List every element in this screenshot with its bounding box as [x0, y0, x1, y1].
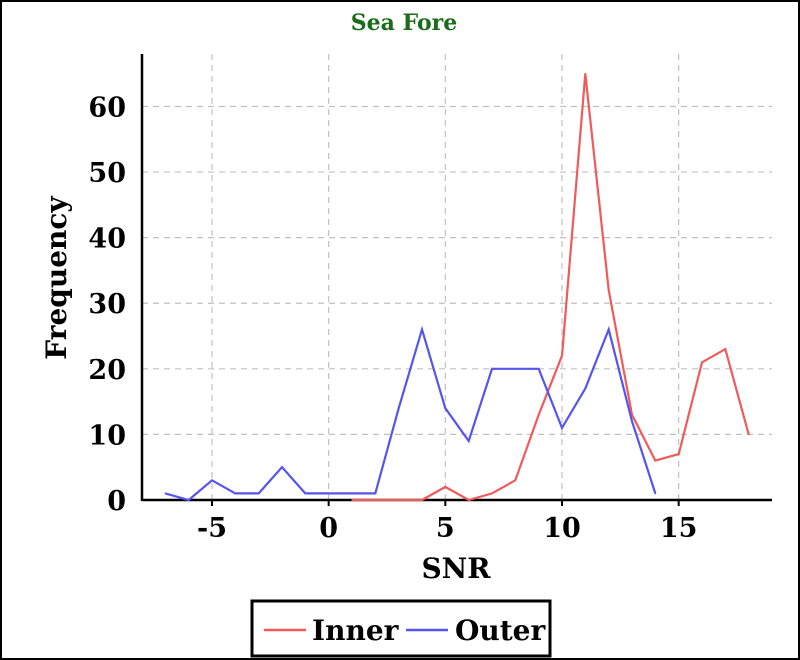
data-point-outer	[584, 387, 587, 390]
data-point-inner	[747, 433, 750, 436]
data-point-inner	[654, 459, 657, 462]
data-point-inner	[374, 499, 377, 501]
data-point-outer	[537, 368, 540, 370]
data-point-outer	[397, 407, 400, 409]
y-tick-label: 20	[88, 355, 126, 386]
data-point-outer	[234, 492, 237, 495]
chart-title: Sea Fore	[351, 10, 457, 36]
tick-labels: -5 0 5 10 15 0 10 20 30 40 50 60	[88, 92, 697, 544]
data-point-outer	[561, 427, 563, 429]
axes	[140, 54, 772, 506]
y-tick-label: 30	[88, 289, 126, 320]
legend-label-inner: Inner	[312, 614, 400, 647]
data-point-outer	[327, 492, 330, 495]
y-tick-label: 40	[88, 224, 126, 255]
data-point-outer	[444, 407, 447, 409]
data-point-outer	[281, 466, 283, 469]
data-point-inner	[584, 72, 587, 75]
grid-lines	[142, 54, 772, 500]
x-tick-label: 5	[436, 513, 455, 544]
data-point-inner	[701, 361, 703, 364]
series-line-outer	[165, 325, 657, 502]
data-point-inner	[537, 413, 540, 416]
legend-box	[250, 599, 552, 658]
y-tick-label: 10	[88, 420, 126, 451]
data-point-outer	[257, 492, 260, 495]
y-tick-label: 50	[88, 158, 126, 189]
data-point-outer	[654, 492, 657, 495]
x-axis-label: SNR	[421, 552, 491, 585]
data-point-outer	[491, 368, 493, 370]
data-point-inner	[724, 348, 727, 350]
data-point-inner	[514, 479, 517, 482]
data-point-outer	[304, 492, 307, 495]
data-point-outer	[351, 492, 353, 495]
data-point-outer	[211, 479, 213, 482]
data-point-inner	[491, 492, 493, 495]
data-point-outer	[164, 492, 167, 495]
data-point-inner	[677, 453, 680, 455]
data-point-outer	[187, 499, 190, 501]
series-lines	[164, 72, 750, 502]
data-point-inner	[397, 499, 400, 501]
y-tick-label: 60	[88, 92, 126, 123]
data-point-outer	[467, 440, 470, 442]
data-point-outer	[607, 328, 610, 331]
data-point-outer	[421, 328, 423, 331]
data-point-inner	[421, 499, 423, 501]
data-point-inner	[561, 354, 563, 357]
y-axis-label: Frequency	[40, 196, 73, 360]
x-tick-label: 0	[319, 513, 338, 544]
data-point-outer	[631, 420, 633, 423]
data-point-outer	[374, 492, 377, 495]
data-point-inner	[444, 486, 447, 488]
data-point-inner	[607, 289, 610, 291]
data-point-inner	[467, 499, 470, 501]
legend: Inner Outer	[250, 599, 552, 658]
x-tick-label: 15	[660, 513, 698, 544]
series-line-inner	[352, 73, 750, 502]
legend-label-outer: Outer	[455, 614, 546, 647]
x-tick-label: 10	[543, 513, 581, 544]
x-tick-label: -5	[197, 513, 227, 544]
data-point-outer	[514, 368, 517, 370]
data-point-inner	[631, 413, 633, 416]
y-tick-label: 0	[107, 486, 126, 517]
data-point-inner	[351, 499, 353, 501]
